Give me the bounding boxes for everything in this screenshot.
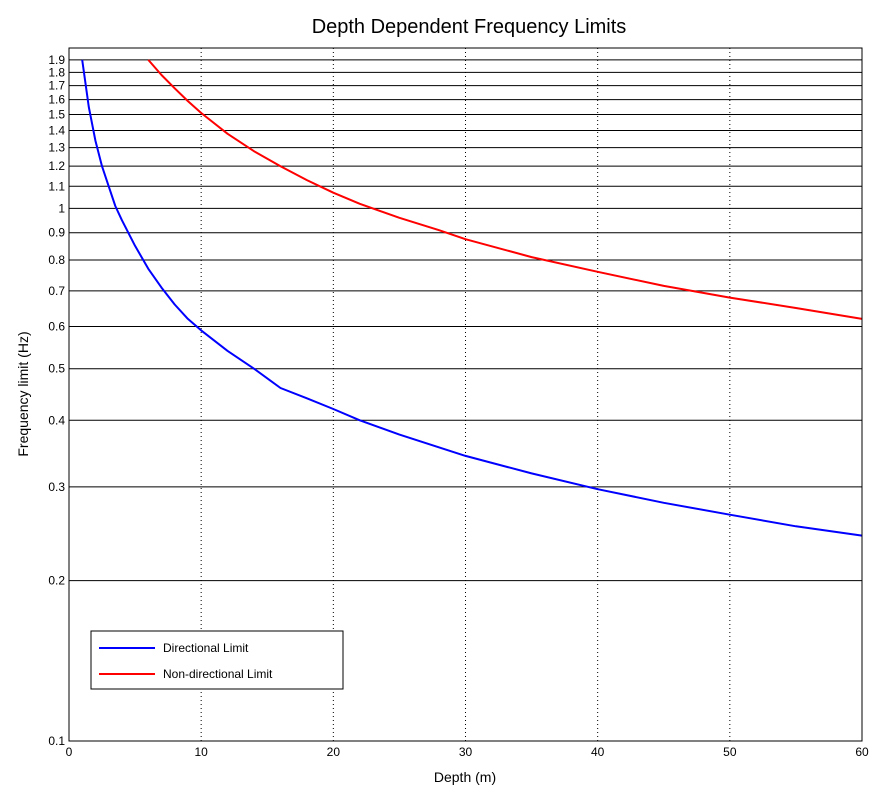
y-tick-label: 0.4 bbox=[48, 413, 65, 427]
x-tick-label: 0 bbox=[66, 745, 73, 759]
y-tick-label: 0.5 bbox=[48, 362, 65, 376]
y-tick-label: 1.5 bbox=[48, 108, 65, 122]
x-axis-label: Depth (m) bbox=[434, 769, 496, 785]
y-tick-label: 0.8 bbox=[48, 253, 65, 267]
y-tick-labels: 0.1 0.2 0.3 0.4 0.5 0.6 0.7 0.8 0.9 1 1.1 1.2 1.3 1.4… bbox=[48, 53, 65, 748]
x-tick-labels: 0 10 20 30 40 50 60 bbox=[66, 745, 869, 759]
y-tick-label: 0.7 bbox=[48, 284, 65, 298]
x-tick-label: 10 bbox=[194, 745, 208, 759]
x-tick-label: 50 bbox=[723, 745, 737, 759]
y-tick-label: 0.3 bbox=[48, 480, 65, 494]
x-tick-label: 20 bbox=[327, 745, 341, 759]
y-tick-label: 1.9 bbox=[48, 53, 65, 67]
y-tick-label: 1.7 bbox=[48, 79, 65, 93]
series-line-directional-limit bbox=[81, 59, 863, 537]
y-tick-label: 1.8 bbox=[48, 65, 65, 79]
plot-frame bbox=[68, 47, 863, 742]
y-tick-label: 1.2 bbox=[48, 159, 65, 173]
legend-box bbox=[90, 630, 344, 690]
chart-title: Depth Dependent Frequency Limits bbox=[312, 16, 627, 38]
y-tick-label: 1.1 bbox=[48, 179, 65, 193]
legend: Directional Limit Non-directional Limit bbox=[90, 630, 344, 690]
grid-lines bbox=[69, 48, 862, 741]
x-tick-label: 40 bbox=[591, 745, 605, 759]
y-tick-label: 1.4 bbox=[48, 124, 65, 138]
series-line-non-directional-limit bbox=[147, 59, 863, 320]
y-tick-label: 1 bbox=[58, 201, 65, 215]
y-axis-label: Frequency limit (Hz) bbox=[15, 331, 31, 456]
x-tick-label: 60 bbox=[855, 745, 869, 759]
y-tick-label: 0.6 bbox=[48, 320, 65, 334]
legend-label-non-directional: Non-directional Limit bbox=[163, 667, 273, 681]
y-tick-label: 1.3 bbox=[48, 141, 65, 155]
y-tick-label: 1.6 bbox=[48, 93, 65, 107]
series-layer bbox=[81, 59, 863, 537]
legend-label-directional: Directional Limit bbox=[163, 641, 249, 655]
x-tick-label: 30 bbox=[459, 745, 473, 759]
y-tick-label: 0.2 bbox=[48, 574, 65, 588]
y-tick-label: 0.9 bbox=[48, 226, 65, 240]
y-tick-label: 0.1 bbox=[48, 734, 65, 748]
